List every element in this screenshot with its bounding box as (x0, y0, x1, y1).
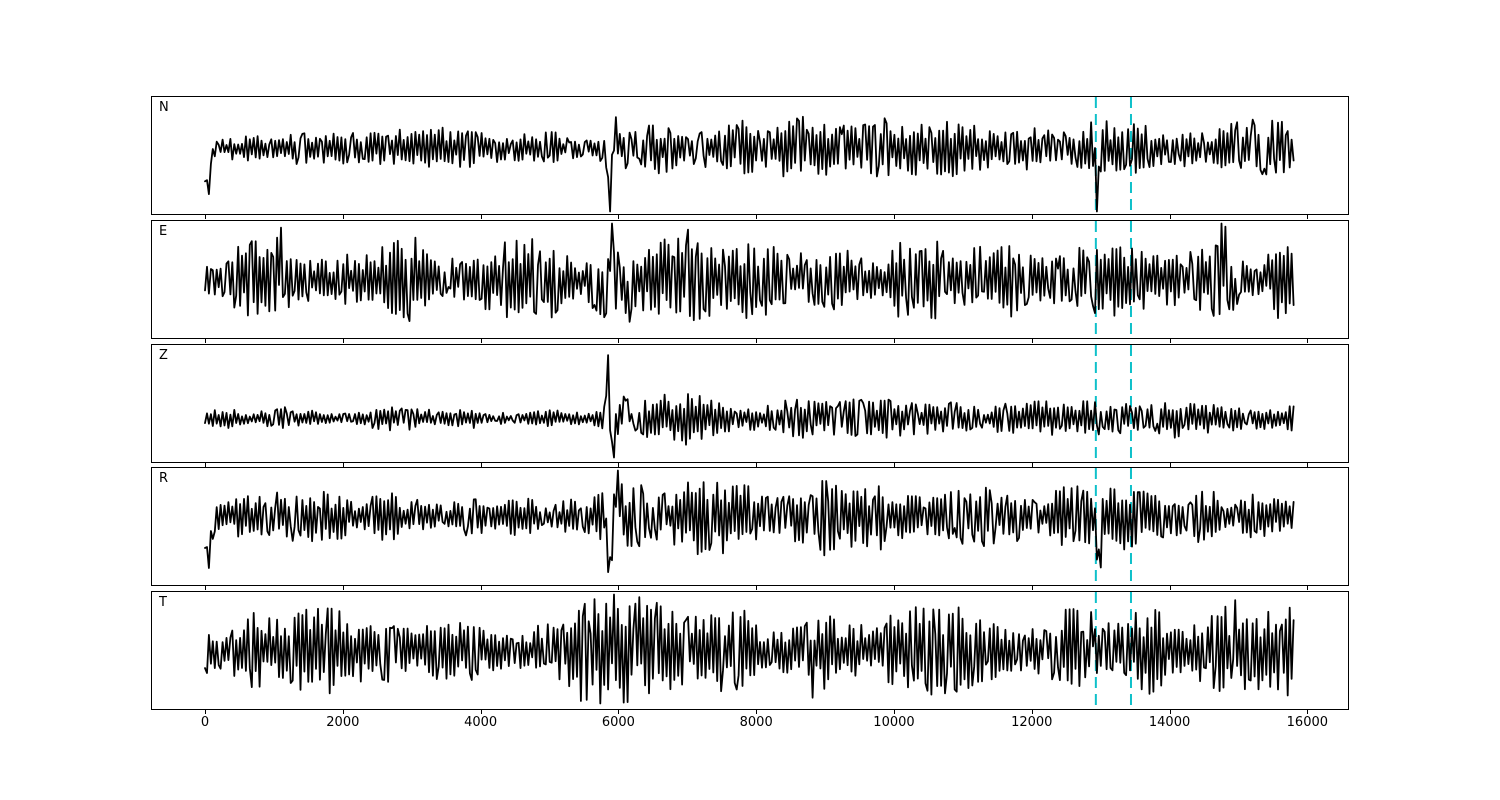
x-tick-label: 12000 (1011, 715, 1053, 730)
x-axis-tick (1307, 586, 1309, 590)
x-axis-tick (342, 339, 344, 343)
seismic-trace (204, 593, 1295, 705)
x-axis-tick (205, 339, 207, 343)
x-axis-tick (1307, 339, 1309, 343)
waveform-plot-e (204, 221, 1295, 338)
seismogram-panel-t: T (151, 591, 1349, 710)
x-axis-tick (1031, 463, 1033, 467)
x-axis-tick (480, 339, 482, 343)
x-tick-label: 16000 (1286, 715, 1329, 730)
x-axis-tick (756, 339, 758, 343)
waveform-plot-n (204, 97, 1295, 214)
x-axis-tick (1031, 586, 1033, 590)
seismic-trace (204, 115, 1295, 213)
x-axis-tick (618, 215, 620, 219)
x-axis-tick (893, 586, 895, 590)
x-axis-tick (618, 586, 620, 590)
x-axis-tick (618, 463, 620, 467)
x-axis-tick (1307, 215, 1309, 219)
x-axis-tick (1169, 463, 1171, 467)
x-axis-tick (480, 710, 482, 714)
x-axis-tick (893, 463, 895, 467)
waveform-plot-r (204, 468, 1295, 585)
x-axis-tick (893, 339, 895, 343)
x-axis-tick (1031, 710, 1033, 714)
x-axis-tick (756, 710, 758, 714)
x-tick-label: 6000 (601, 715, 635, 730)
x-axis-tick (1169, 215, 1171, 219)
x-tick-label: 0 (200, 715, 210, 730)
x-axis-tick (756, 586, 758, 590)
x-axis-tick (1169, 586, 1171, 590)
x-axis-tick (893, 215, 895, 219)
x-axis-tick (205, 215, 207, 219)
waveform-plot-z (204, 345, 1295, 462)
channel-label-z: Z (159, 348, 168, 363)
x-axis-tick (480, 463, 482, 467)
x-axis-tick (1307, 463, 1309, 467)
channel-label-t: T (159, 595, 167, 610)
seismogram-panel-e: E (151, 220, 1349, 339)
x-tick-label: 4000 (464, 715, 498, 730)
x-axis-tick (1169, 339, 1171, 343)
channel-label-e: E (159, 224, 168, 239)
seismic-trace (204, 354, 1295, 459)
channel-label-r: R (159, 471, 169, 486)
x-axis-tick (893, 710, 895, 714)
x-axis-tick (342, 463, 344, 467)
x-axis-tick (205, 710, 207, 714)
seismic-trace (204, 469, 1295, 573)
x-axis-tick (480, 586, 482, 590)
x-axis-tick (756, 463, 758, 467)
x-tick-label: 14000 (1148, 715, 1191, 730)
channel-label-n: N (159, 100, 169, 115)
seismogram-panel-n: N (151, 96, 1349, 215)
x-axis-tick (1169, 710, 1171, 714)
x-axis-tick (618, 339, 620, 343)
x-axis-tick (205, 586, 207, 590)
seismic-trace (204, 222, 1295, 323)
waveform-plot-t (204, 592, 1295, 709)
x-tick-label: 10000 (873, 715, 915, 730)
x-axis-tick (1031, 339, 1033, 343)
x-tick-label: 2000 (326, 715, 360, 730)
x-axis-tick (342, 710, 344, 714)
seismogram-panel-z: Z (151, 344, 1349, 463)
x-axis-tick (1307, 710, 1309, 714)
x-axis-tick (618, 710, 620, 714)
x-tick-label: 8000 (739, 715, 773, 730)
x-axis-tick (205, 463, 207, 467)
x-axis-tick (1031, 215, 1033, 219)
x-axis-tick (342, 215, 344, 219)
x-axis-tick (756, 215, 758, 219)
x-axis-tick (342, 586, 344, 590)
x-axis-tick (480, 215, 482, 219)
seismogram-panel-r: R (151, 467, 1349, 586)
